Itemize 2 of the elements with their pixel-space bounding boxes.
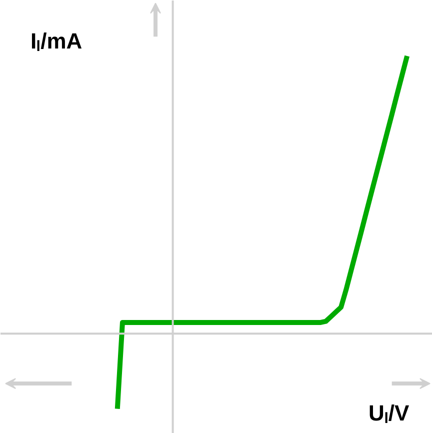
y-axis-title: Iₗ/mA (30, 28, 82, 54)
x-axis-title: Uₗ/V (368, 400, 410, 426)
